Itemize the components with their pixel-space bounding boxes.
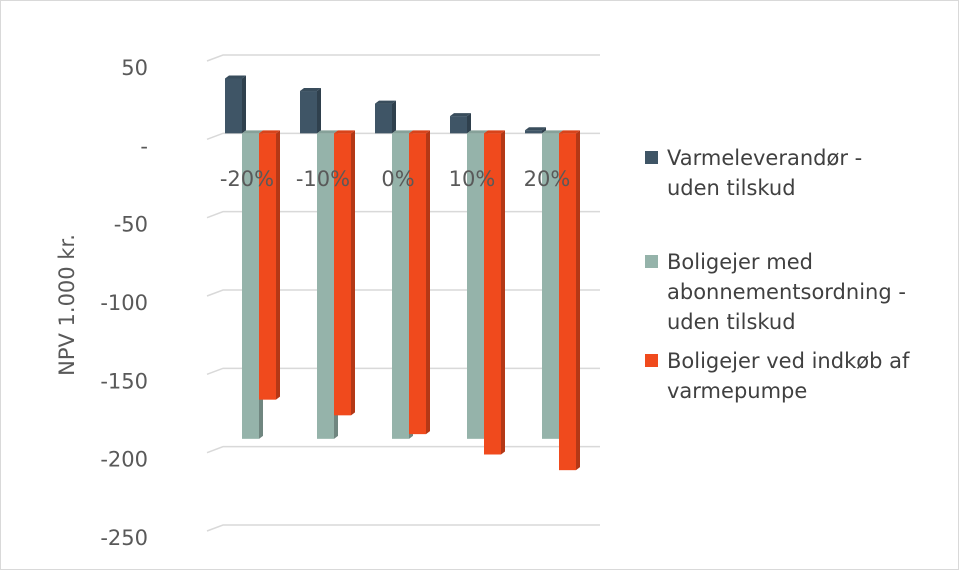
x-category-label: -10% — [296, 167, 350, 191]
legend-item: Boligejer med abonnementsordning - uden ti… — [645, 250, 906, 334]
y-tick-label: -150 — [100, 369, 148, 393]
x-category-label: 20% — [524, 167, 571, 191]
bar-series — [225, 75, 580, 471]
y-tick-label: -50 — [114, 213, 148, 237]
legend-swatch — [645, 151, 658, 164]
legend-label: uden tilskud — [667, 176, 796, 200]
legend-item: Varmeleverandør - uden tilskud — [645, 146, 862, 200]
x-category-label: 10% — [449, 167, 496, 191]
y-tick-label: -100 — [100, 291, 148, 315]
legend-item: Boligejer ved indkøb af varmepumpe — [645, 349, 910, 403]
y-tick-label: -250 — [100, 526, 148, 550]
bar — [334, 130, 355, 416]
legend-swatch — [645, 255, 658, 268]
y-axis-title: NPV 1.000 kr. — [55, 234, 79, 376]
bar — [375, 100, 396, 134]
gridline — [206, 445, 600, 454]
y-axis-tick-labels: 50 - -50 -100 -150 -200 -250 — [100, 56, 148, 550]
bar — [450, 113, 471, 134]
bar — [484, 130, 505, 455]
y-tick-label: 50 — [121, 56, 148, 80]
gridline — [206, 54, 600, 62]
bar — [409, 130, 430, 435]
bar — [225, 75, 246, 134]
legend-swatch — [645, 354, 658, 367]
x-category-label: -20% — [220, 167, 274, 191]
x-axis-category-labels: -20% -10% 0% 10% 20% — [220, 167, 570, 191]
bar — [300, 88, 321, 134]
legend-label: varmepumpe — [667, 379, 807, 403]
legend-label: Boligejer ved indkøb af — [667, 349, 910, 373]
legend-label: Boligejer med — [667, 250, 813, 274]
bar — [559, 130, 580, 471]
legend-label: abonnementsordning - — [667, 280, 906, 304]
legend-label: Varmeleverandør - — [667, 146, 862, 170]
y-tick-label: -200 — [100, 448, 148, 472]
gridline — [206, 524, 600, 532]
x-category-label: 0% — [381, 167, 414, 191]
bar — [259, 130, 280, 400]
bar — [525, 127, 546, 134]
y-tick-label: - — [140, 134, 148, 158]
legend-label: uden tilskud — [667, 310, 796, 334]
